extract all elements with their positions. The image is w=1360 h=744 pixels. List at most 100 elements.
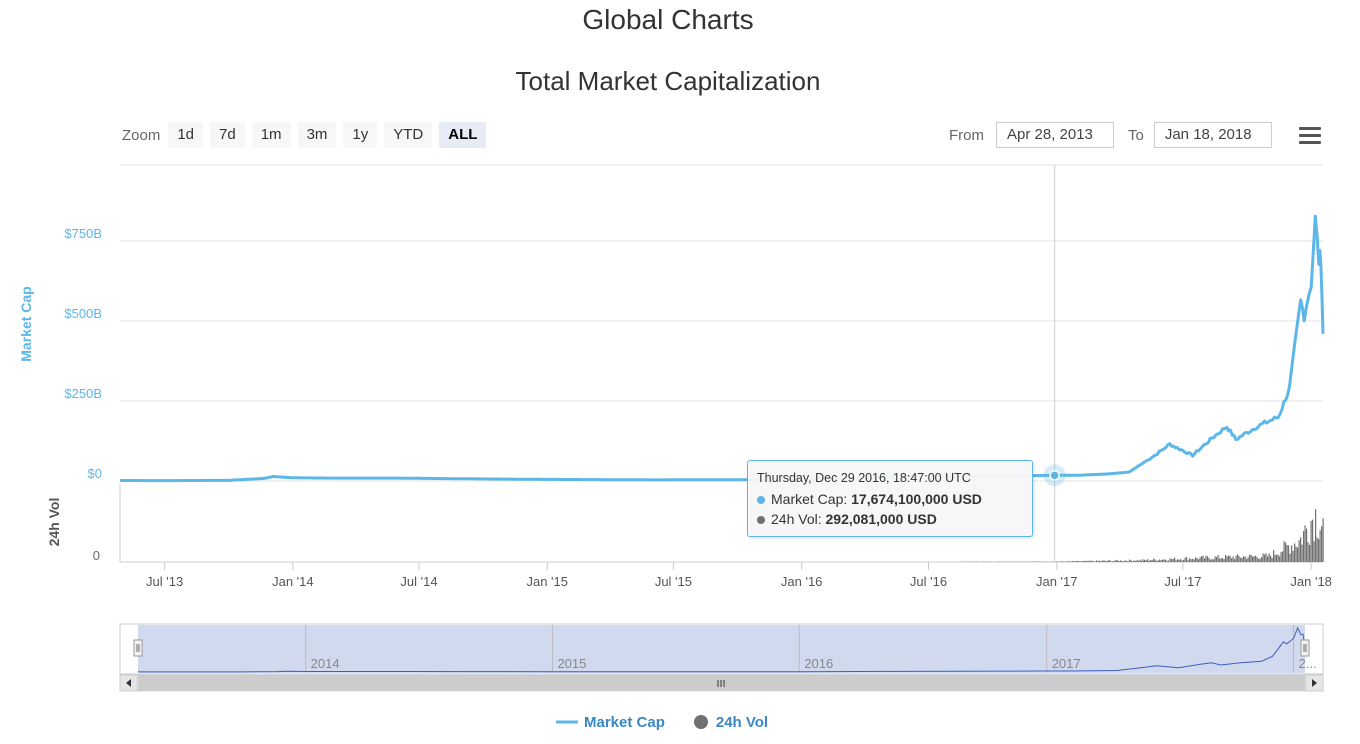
volume-bar	[1069, 561, 1071, 562]
from-label: From	[949, 126, 984, 144]
volume-bar	[1192, 558, 1194, 562]
volume-bar	[1141, 560, 1143, 562]
volume-bar	[1207, 556, 1209, 562]
volume-bar	[1219, 558, 1221, 562]
x-tick-label: Jan '15	[526, 574, 568, 589]
volume-bar	[1250, 555, 1252, 562]
date-range-to: To Jan 18, 2018	[1128, 122, 1272, 148]
legend-item-market-cap[interactable]: Market Cap	[556, 714, 665, 731]
zoom-7d-button[interactable]: 7d	[210, 122, 245, 148]
zoom-ytd-button[interactable]: YTD	[384, 122, 433, 148]
tooltip-volume-value: 292,081,000 USD	[825, 511, 937, 527]
volume-bar	[1214, 556, 1216, 562]
tooltip-volume-label: 24h Vol:	[771, 511, 822, 527]
volume-bar	[1046, 561, 1048, 562]
legend-item-volume[interactable]: 24h Vol	[693, 714, 768, 731]
volume-bar	[1115, 559, 1117, 562]
zoom-1d-button[interactable]: 1d	[168, 122, 204, 148]
x-tick-label: Jul '17	[1164, 574, 1201, 589]
navigator[interactable]: 2014 2015 2016 2017 2...	[119, 623, 1324, 675]
zoom-3m-button[interactable]: 3m	[297, 122, 337, 148]
volume-bar	[1247, 557, 1249, 562]
from-date-input[interactable]: Apr 28, 2013	[996, 122, 1114, 148]
volume-bar	[1204, 558, 1206, 562]
legend-line-icon	[556, 720, 578, 724]
volume-bar	[1252, 556, 1254, 562]
volume-bar	[1109, 560, 1111, 562]
x-tick-label: Jan '16	[781, 574, 823, 589]
volume-tick-0: 0	[93, 548, 100, 563]
volume-bar	[1037, 561, 1039, 562]
volume-bar	[1255, 555, 1257, 562]
navigator-left-handle[interactable]	[133, 639, 143, 657]
volume-bar	[1186, 557, 1188, 562]
volume-bar	[1228, 555, 1230, 562]
volume-bar	[1091, 560, 1093, 562]
volume-bar	[1291, 545, 1293, 562]
volume-bar	[1064, 561, 1066, 562]
navigator-right-handle[interactable]	[1300, 639, 1310, 657]
volume-bar	[1202, 555, 1204, 562]
volume-bar	[1174, 557, 1176, 562]
volume-bar	[1294, 543, 1296, 562]
zoom-label: Zoom	[122, 126, 161, 144]
volume-bar	[1246, 558, 1248, 562]
x-tick-label: Jan '18	[1290, 574, 1332, 589]
navigator-labels: 2014 2015 2016 2017 2...	[305, 625, 1317, 673]
volume-bar	[1061, 561, 1063, 562]
navigator-label: 2016	[804, 656, 833, 671]
volume-bar	[1226, 556, 1228, 562]
scroll-left-icon	[126, 679, 131, 687]
volume-bar	[1118, 561, 1120, 562]
volume-bar	[1304, 525, 1306, 562]
volume-bar	[1232, 556, 1234, 562]
volume-bar	[1145, 560, 1147, 562]
volume-bar	[1151, 560, 1153, 562]
volume-bar	[1099, 560, 1101, 562]
volume-bar	[1127, 561, 1129, 562]
volume-bar	[1198, 559, 1200, 562]
scrollbar[interactable]	[119, 674, 1324, 692]
volume-bar	[1183, 560, 1185, 562]
legend: Market Cap 24h Vol	[556, 711, 768, 733]
navigator-selection[interactable]	[138, 625, 1305, 673]
volume-bar	[1132, 561, 1134, 562]
volume-bar	[1088, 560, 1090, 562]
volume-bar	[1121, 561, 1123, 562]
volume-bar	[1223, 559, 1225, 562]
volume-bar	[1078, 560, 1080, 562]
hamburger-menu-icon[interactable]	[1299, 127, 1321, 145]
to-date-input[interactable]: Jan 18, 2018	[1153, 122, 1272, 148]
x-tick-label: Jul '14	[400, 574, 437, 589]
y-axis-label: Market Cap	[18, 286, 34, 361]
volume-bar	[1261, 557, 1263, 562]
volume-bar	[1180, 559, 1182, 562]
y-tick-label: $500B	[64, 306, 102, 321]
volume-bar	[1234, 559, 1236, 562]
volume-bar	[1190, 559, 1192, 562]
zoom-1y-button[interactable]: 1y	[343, 122, 378, 148]
volume-bar	[1285, 542, 1287, 562]
volume-bar	[1258, 558, 1260, 562]
volume-bar	[1307, 542, 1309, 562]
navigator-label: 2017	[1052, 656, 1081, 671]
volume-bar	[1124, 560, 1126, 562]
volume-bar	[1108, 560, 1110, 562]
zoom-1m-button[interactable]: 1m	[251, 122, 291, 148]
volume-bar	[1096, 560, 1098, 562]
volume-bar	[1153, 558, 1155, 562]
volume-bar	[1303, 531, 1305, 562]
zoom-all-button[interactable]: ALL	[439, 122, 487, 148]
volume-bar	[1177, 559, 1179, 562]
volume-bar	[1319, 530, 1321, 562]
volume-bar	[1301, 544, 1303, 562]
volume-bar	[1114, 560, 1116, 562]
navigator-label: 2...	[1299, 656, 1317, 671]
tooltip-market-cap-label: Market Cap:	[771, 491, 848, 507]
volume-bar	[1208, 558, 1210, 562]
volume-bar	[1256, 557, 1258, 562]
tooltip-market-cap-row: Market Cap: 17,674,100,000 USD	[757, 491, 1023, 507]
zoom-bar: Zoom 1d 7d 1m 3m 1y YTD ALL	[122, 121, 493, 149]
volume-bar	[1079, 561, 1081, 562]
volume-bar	[1130, 560, 1132, 562]
